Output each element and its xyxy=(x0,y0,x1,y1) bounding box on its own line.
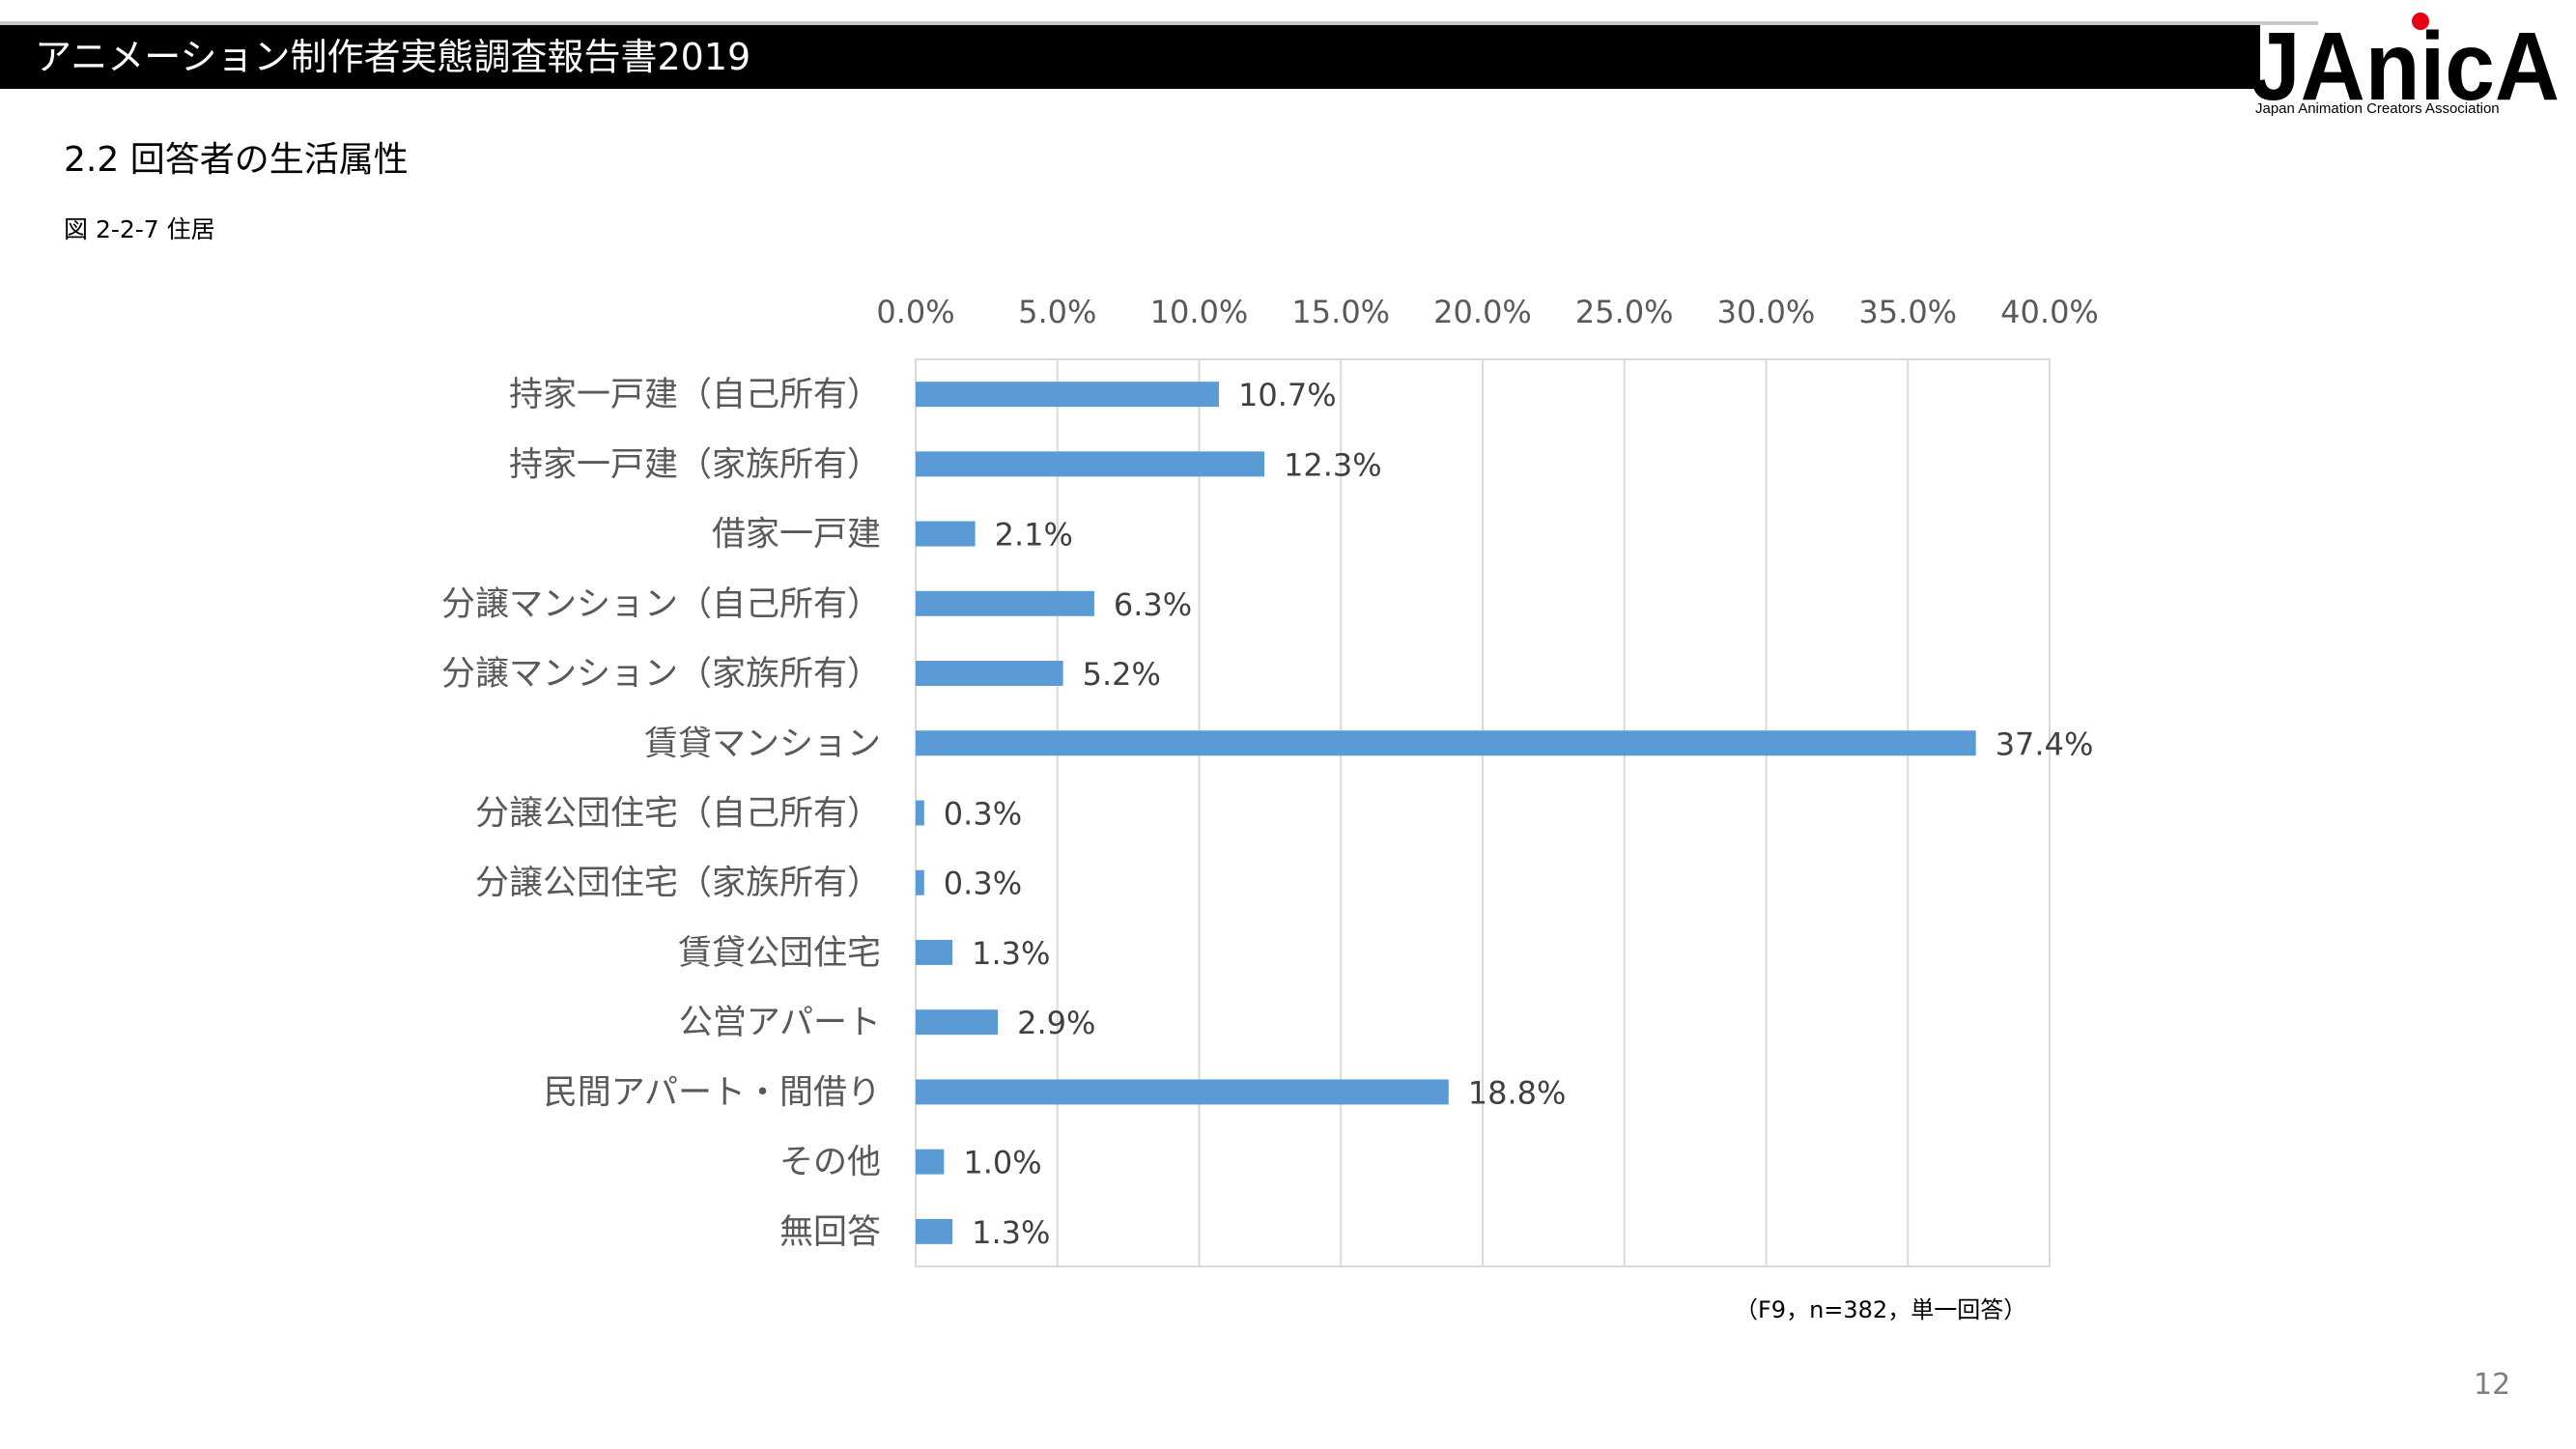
data-label: 18.8% xyxy=(1468,1074,1567,1111)
x-tick-label: 10.0% xyxy=(1150,294,1249,330)
x-tick-label: 35.0% xyxy=(1858,294,1957,330)
category-label: 分譲マンション（家族所有） xyxy=(441,655,881,694)
category-label: 分譲公団住宅（自己所有） xyxy=(475,795,881,834)
category-label: 民間アパート・間借り xyxy=(544,1073,881,1112)
x-tick-label: 5.0% xyxy=(1018,294,1096,330)
logo-red-dot xyxy=(2412,13,2429,30)
bar xyxy=(916,800,924,826)
data-label: 0.3% xyxy=(944,796,1022,833)
page-number: 12 xyxy=(2474,1368,2511,1402)
header-top-rule xyxy=(0,21,2318,25)
janica-logo: JAnicA xyxy=(2250,13,2560,121)
data-label: 1.0% xyxy=(963,1145,1041,1181)
data-label: 0.3% xyxy=(944,866,1022,902)
bar xyxy=(916,661,1063,687)
report-header: アニメーション制作者実態調査報告書2019 xyxy=(0,25,2260,89)
category-label: 持家一戸建（家族所有） xyxy=(509,445,881,484)
bar xyxy=(916,590,1094,616)
logo-wordmark: JAnicA xyxy=(2250,13,2560,121)
x-tick-label: 20.0% xyxy=(1433,294,1532,330)
chart-note: （F9，n=382，単一回答） xyxy=(1735,1296,2027,1323)
bar xyxy=(916,1149,945,1175)
bar xyxy=(916,869,924,895)
bar xyxy=(916,451,1265,477)
data-label: 10.7% xyxy=(1238,377,1337,413)
bar xyxy=(916,1009,999,1036)
bar xyxy=(916,730,1976,756)
data-label: 2.9% xyxy=(1017,1005,1095,1041)
bar xyxy=(916,939,953,965)
category-label: 分譲公団住宅（家族所有） xyxy=(475,865,881,903)
logo-subtitle: Japan Animation Creators Association xyxy=(2255,100,2500,117)
figure-caption: 図 2-2-7 住居 xyxy=(64,215,215,243)
bar xyxy=(916,521,976,547)
category-label: 無回答 xyxy=(779,1213,881,1252)
category-label: 持家一戸建（自己所有） xyxy=(509,376,881,414)
x-tick-label: 30.0% xyxy=(1717,294,1816,330)
x-tick-label: 40.0% xyxy=(2000,294,2099,330)
bar xyxy=(916,1218,953,1244)
data-label: 37.4% xyxy=(1996,725,2094,762)
data-label: 5.2% xyxy=(1083,656,1161,693)
data-label: 12.3% xyxy=(1284,446,1382,483)
category-label: 賃貸マンション xyxy=(644,724,881,763)
data-label: 1.3% xyxy=(972,935,1050,972)
category-label: 公営アパート xyxy=(679,1004,881,1042)
data-label: 6.3% xyxy=(1114,586,1192,623)
bar xyxy=(916,1079,1449,1105)
category-label: 賃貸公団住宅 xyxy=(678,934,881,973)
x-tick-label: 0.0% xyxy=(876,294,954,330)
category-label: 借家一戸建 xyxy=(712,516,881,554)
report-title: アニメーション制作者実態調査報告書2019 xyxy=(35,36,751,78)
category-label: その他 xyxy=(779,1144,881,1182)
bar xyxy=(916,382,1220,408)
category-label: 分譲マンション（自己所有） xyxy=(441,585,881,624)
data-label: 1.3% xyxy=(972,1214,1050,1251)
x-tick-label: 25.0% xyxy=(1575,294,1674,330)
section-title: 2.2 回答者の生活属性 xyxy=(64,140,409,180)
x-tick-label: 15.0% xyxy=(1291,294,1390,330)
data-label: 2.1% xyxy=(995,517,1073,554)
